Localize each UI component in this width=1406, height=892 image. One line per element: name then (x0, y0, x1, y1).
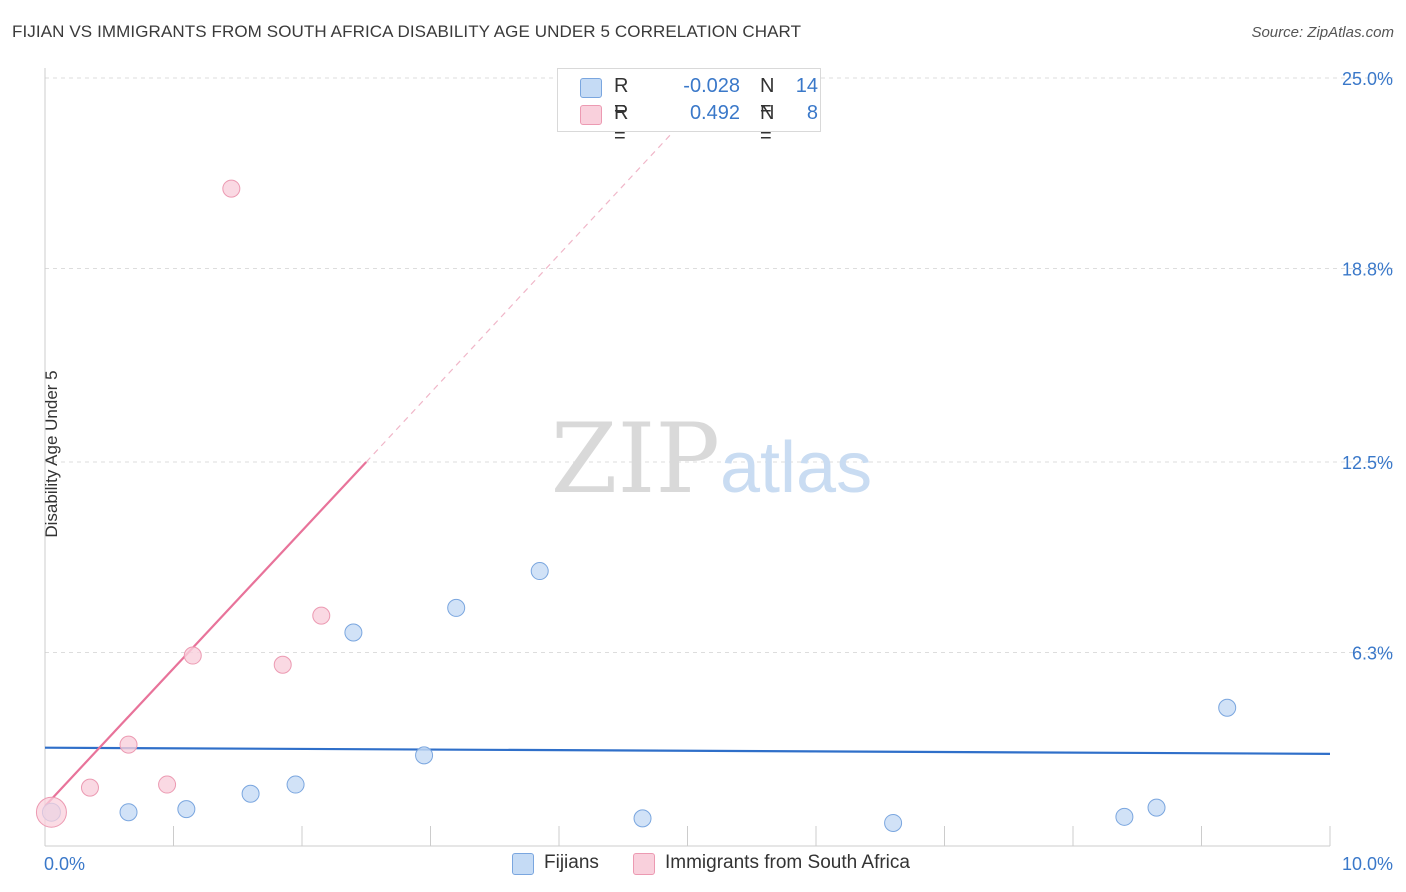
trend-line-extension (365, 102, 701, 463)
fijians-point (447, 598, 466, 617)
n-label: N = (760, 102, 775, 147)
r-value-fijians: -0.028 (683, 75, 740, 97)
x-tick-label: 0.0% (44, 854, 85, 874)
immigrants-point (119, 735, 138, 754)
legend-swatch-immigrants (580, 105, 602, 125)
bottom-legend-label-immigrants: Immigrants from South Africa (665, 852, 910, 873)
chart-title: FIJIAN VS IMMIGRANTS FROM SOUTH AFRICA D… (12, 22, 802, 41)
immigrants-point (183, 646, 202, 665)
fijians-point (530, 562, 549, 581)
trend-lines (44, 102, 1331, 807)
watermark-atlas: atlas (720, 428, 872, 508)
y-axis-label: Disability Age Under 5 (42, 370, 61, 538)
r-value-immigrants: 0.492 (689, 102, 740, 124)
fijians-point (884, 813, 903, 832)
n-label: N = (760, 75, 775, 120)
fijians-point (1115, 807, 1134, 826)
immigrants-point (222, 179, 241, 198)
y-tick-label: 6.3% (1352, 643, 1393, 663)
trend-line (44, 746, 1331, 755)
fijians-point (1218, 698, 1237, 717)
fijians-point (344, 623, 363, 642)
legend-swatch-fijians (580, 78, 602, 98)
y-tick-label: 18.8% (1342, 259, 1393, 279)
fijians-point (241, 784, 260, 803)
n-value-fijians: 14 (795, 75, 818, 97)
data-points (35, 179, 1237, 832)
axes (44, 68, 1331, 847)
fijians-point (633, 809, 652, 828)
n-value-immigrants: 8 (806, 102, 818, 124)
correlation-legend: R = -0.028 N = 14 R = 0.492 N = 8 (557, 68, 821, 147)
fijians-point (415, 746, 434, 765)
trend-line (44, 461, 368, 807)
bottom-legend-swatch-fijians (512, 853, 534, 875)
tick-labels: 6.3% 12.5% 18.8% 25.0% 0.0% 10.0% (44, 69, 1393, 874)
bottom-legend-swatch-immigrants (633, 853, 655, 875)
fijians-point (286, 775, 305, 794)
fijians-point (177, 800, 196, 819)
gridlines (45, 77, 1395, 653)
source-label: Source: ZipAtlas.com (1251, 24, 1394, 41)
y-tick-label: 12.5% (1342, 453, 1393, 473)
watermark-zip: ZIP (551, 403, 720, 515)
r-label: R = (614, 75, 629, 120)
immigrants-point (35, 796, 67, 828)
r-label: R = (614, 102, 629, 147)
fijians-point (119, 803, 138, 822)
fijians-point (1147, 798, 1166, 817)
immigrants-point (158, 775, 177, 794)
immigrants-point (273, 655, 292, 674)
bottom-legend-label-fijians: Fijians (544, 852, 599, 873)
y-tick-label: 25.0% (1342, 69, 1393, 89)
x-tick-label: 10.0% (1342, 854, 1393, 874)
immigrants-point (80, 778, 99, 797)
immigrants-point (312, 606, 331, 625)
